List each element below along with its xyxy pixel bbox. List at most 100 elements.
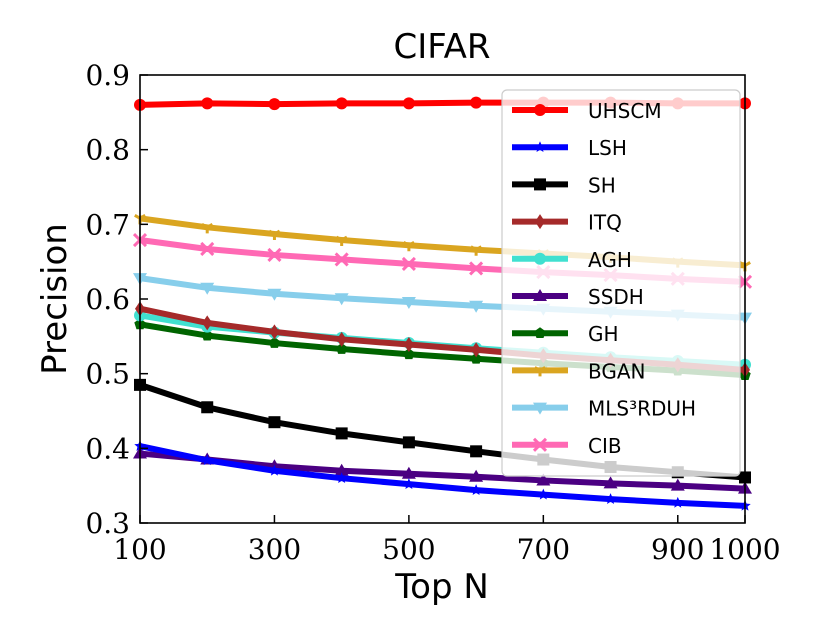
data-point-ssdh (469, 469, 484, 482)
data-point-lsh (470, 484, 482, 496)
data-point-lsh (403, 478, 415, 490)
y-axis: 0.3 0.4 0.5 0.6 0.7 0.8 0.9 (85, 59, 148, 540)
data-point-gh (201, 329, 213, 341)
data-point-bgan (335, 235, 348, 247)
data-point-uhscm (335, 97, 348, 110)
legend: UHSCM LSH SH ITQ AGH SSDH GH BGAN MLS³RDUH CIB (501, 89, 741, 477)
data-point-itq (336, 331, 347, 347)
data-point-uhscm (201, 97, 214, 110)
legend-entry-gh: GH (512, 322, 619, 346)
x-tick-label: 300 (248, 533, 301, 566)
data-point-gh (470, 352, 482, 364)
data-point-bgan (402, 240, 415, 252)
data-point-lsh (604, 493, 617, 504)
x-axis: 100 300 500 700 900 1000 (113, 515, 781, 566)
data-point-itq (269, 324, 280, 340)
legend-label: AGH (588, 248, 632, 272)
chart-title: CIFAR (393, 27, 490, 67)
legend-marker (534, 178, 546, 191)
data-point-bgan (470, 245, 483, 256)
data-point-sh (201, 401, 214, 414)
data-point-lsh (537, 488, 550, 500)
legend-label: LSH (588, 136, 627, 160)
data-point-itq (471, 342, 482, 358)
y-tick-label: 0.6 (85, 283, 130, 316)
data-point-lsh (672, 496, 684, 508)
data-point-ssdh (603, 476, 618, 489)
data-point-ssdh (401, 466, 416, 479)
data-point-gh (403, 348, 415, 360)
data-point-sh (470, 445, 483, 458)
legend-marker (534, 252, 546, 265)
x-tick-label: 700 (517, 533, 570, 566)
data-point-uhscm (402, 97, 415, 110)
legend-entry-ssdh: SSDH (512, 285, 644, 309)
legend-marker (534, 104, 546, 116)
x-tick-label: 1000 (709, 533, 780, 566)
data-point-lsh (268, 464, 281, 476)
data-point-cib (401, 256, 416, 271)
y-tick-label: 0.9 (85, 59, 130, 92)
y-tick-label: 0.8 (85, 134, 130, 167)
legend-label: ITQ (588, 211, 622, 235)
series-line-lsh (139, 443, 746, 509)
legend-marker (534, 141, 546, 153)
legend-label: SH (588, 173, 616, 197)
legend-label: MLS³RDUH (588, 397, 696, 421)
y-tick-label: 0.7 (85, 208, 130, 241)
legend-entry-cib: CIB (512, 434, 622, 458)
legend-marker (534, 366, 546, 377)
data-point-mls-rduh (469, 300, 484, 313)
legend-marker (534, 327, 546, 339)
data-point-mls-rduh (267, 288, 282, 301)
data-point-cib (267, 247, 282, 263)
data-point-gh (268, 337, 281, 348)
data-point-sh (268, 416, 281, 429)
data-point-cib (200, 241, 215, 257)
x-tick-label: 500 (382, 533, 435, 566)
x-tick-label: 100 (113, 533, 166, 566)
legend-entry-uhscm: UHSCM (512, 99, 662, 123)
data-point-bgan (201, 223, 214, 234)
legend-label: UHSCM (588, 99, 662, 123)
data-point-uhscm (268, 98, 281, 111)
data-point-cib (469, 261, 484, 276)
data-point-ssdh (670, 478, 685, 491)
legend-entry-lsh: LSH (512, 136, 627, 160)
legend-entry-itq: ITQ (512, 211, 622, 235)
data-point-mls-rduh (200, 282, 215, 295)
data-point-itq (202, 315, 213, 331)
data-point-gh (335, 343, 348, 354)
legend-marker (533, 289, 547, 301)
legend-label: GH (588, 322, 619, 346)
legend-marker (532, 437, 548, 452)
data-point-uhscm (470, 96, 483, 109)
data-point-sh (335, 427, 348, 440)
legend-marker (535, 214, 545, 230)
data-point-lsh (335, 472, 348, 484)
y-tick-label: 0.5 (85, 358, 130, 391)
legend-entry-bgan: BGAN (512, 359, 646, 383)
data-point-itq (403, 337, 414, 353)
y-axis-title: Precision (35, 223, 75, 375)
legend-label: CIB (588, 434, 622, 458)
legend-marker (533, 402, 547, 415)
y-tick-label: 0.4 (85, 432, 130, 465)
data-point-mls-rduh (334, 293, 349, 306)
data-point-ssdh (334, 463, 349, 476)
data-point-sh (402, 436, 415, 449)
legend-entry-mls-rduh: MLS³RDUH (512, 397, 696, 421)
legend-entry-sh: SH (512, 173, 616, 197)
data-point-mls-rduh (401, 296, 416, 309)
legend-label: SSDH (588, 285, 644, 309)
data-point-lsh (201, 454, 213, 466)
x-tick-label: 900 (651, 533, 704, 566)
series-lsh (134, 440, 751, 511)
data-point-ssdh (536, 473, 551, 486)
x-axis-title: Top N (394, 567, 489, 607)
data-point-bgan (268, 229, 281, 241)
legend-entry-agh: AGH (512, 248, 632, 272)
legend-label: BGAN (588, 359, 646, 383)
y-tick-label: 0.3 (85, 507, 130, 540)
